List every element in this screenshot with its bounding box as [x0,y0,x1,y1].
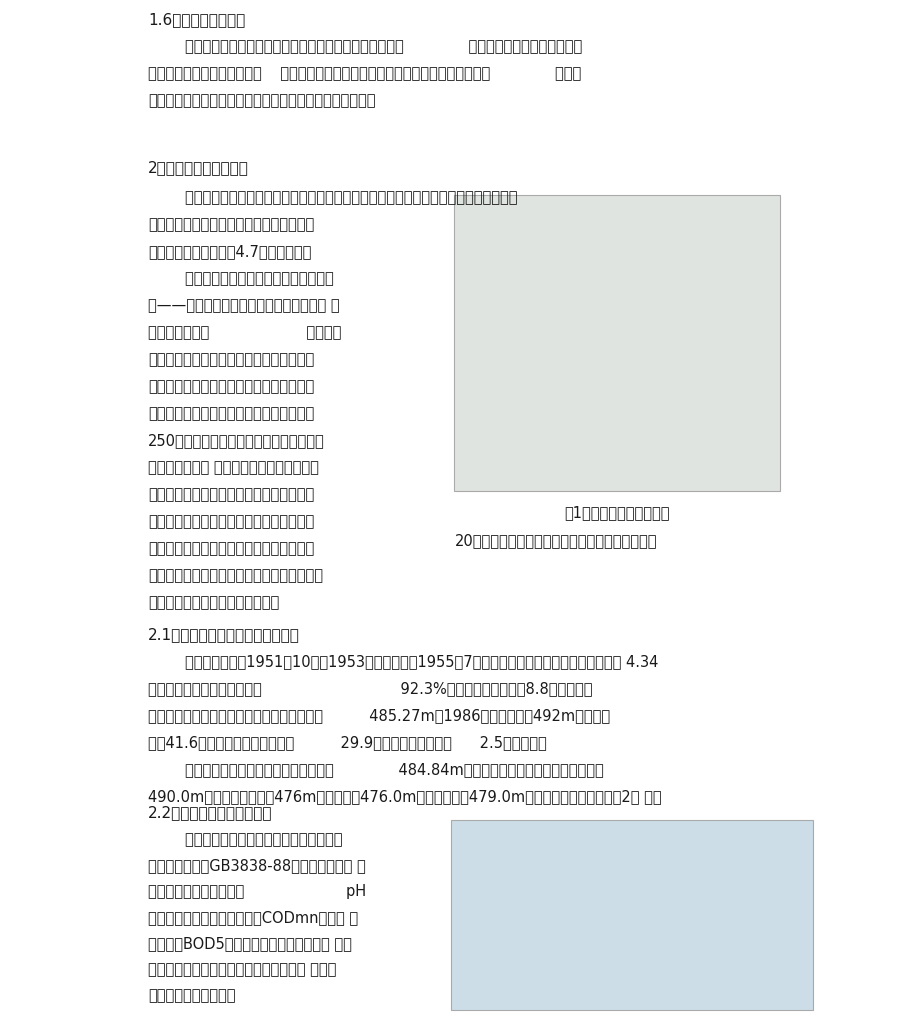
Text: 值、溶解氧、高锰酸盐指数（CODmn）、生 化: 值、溶解氧、高锰酸盐指数（CODmn）、生 化 [148,910,357,925]
Text: 后经一百多公里的流程，在朱官屯与洋河汇: 后经一百多公里的流程，在朱官屯与洋河汇 [148,379,314,394]
Text: 2.2、入库河流水质现状评价: 2.2、入库河流水质现状评价 [148,805,272,820]
Text: 砾石间接触氧化也使用生长在砾石表面上的生物膜过滤。              拦河而建的进水堰将河水引入: 砾石间接触氧化也使用生长在砾石表面上的生物膜过滤。 拦河而建的进水堰将河水引入 [148,39,582,54]
Text: 库容41.6亿立方米，其中防洪库容          29.9亿立方米，兴利库容      2.5亿立方米。: 库容41.6亿立方米，其中防洪库容 29.9亿立方米，兴利库容 2.5亿立方米。 [148,735,546,750]
Text: 系——桑干河、洋河和妫水河。桑干河发源 于: 系——桑干河、洋河和妫水河。桑干河发源 于 [148,298,339,313]
Text: 拦河土坝建于官厅山峡的出口，原坝顶高程为          485.27m，1986年坝顶加高至492m。水库总: 拦河土坝建于官厅山峡的出口，原坝顶高程为 485.27m，1986年坝顶加高至4… [148,708,609,723]
Text: 山西省宁武县，                     流经山西: 山西省宁武县， 流经山西 [148,325,341,340]
Text: 堡入涿鹿盆地，于朱官屯与桑干河汇合。妫: 堡入涿鹿盆地，于朱官屯与桑干河汇合。妫 [148,487,314,502]
Text: 万平方公里，占全流域面积的                              92.3%。多年平均年径流量8.8亿立方米。: 万平方公里，占全流域面积的 92.3%。多年平均年径流量8.8亿立方米。 [148,681,592,696]
Text: 2.1、水库运用特点及水位变化特点: 2.1、水库运用特点及水位变化特点 [148,627,300,642]
Text: 图1、官厅水库流域示意图: 图1、官厅水库流域示意图 [563,505,669,520]
Text: 1.6、砾石间接触氧化: 1.6、砾石间接触氧化 [148,12,245,27]
Text: 的间山盆地，山地、丘陵和河川盆地各占三: 的间山盆地，山地、丘陵和河川盆地各占三 [148,217,314,232]
Text: 要问题；首都北京的重要水源地。: 要问题；首都北京的重要水源地。 [148,595,279,610]
Text: 490.0m。水库设计死水位476m，汛限水位476.0m，正常蓄水位479.0m。水库水位动态变化如图2所 示。: 490.0m。水库设计死水位476m，汛限水位476.0m，正常蓄水位479.0… [148,789,661,804]
Bar [450,820,812,1010]
Text: 官厅水系指永定河上游水库及其入库河: 官厅水系指永定河上游水库及其入库河 [148,271,334,286]
Text: 了与污染特征密切相关的                      pH: 了与污染特征密切相关的 pH [148,884,366,899]
Text: 需氧量（BOD5）、氰化物、氯化物、挥发 酚、: 需氧量（BOD5）、氰化物、氯化物、挥发 酚、 [148,936,351,951]
Text: 分之一，流域面积约为4.7万平方公里。: 分之一，流域面积约为4.7万平方公里。 [148,244,311,259]
Text: 量小；水质污染与水量紧缺是流域水资源的主: 量小；水质污染与水量紧缺是流域水资源的主 [148,569,323,583]
Text: 触氧化的基本原理是生物氧化净化和沉淀去除悬浮物净化。: 触氧化的基本原理是生物氧化净化和沉淀去除悬浮物净化。 [148,93,375,108]
Text: 经具有以下特征：水资源缺乏，水体环境容: 经具有以下特征：水资源缺乏，水体环境容 [148,541,314,556]
Text: 、铅、锌、镉、总磷、: 、铅、锌、镉、总磷、 [148,988,235,1003]
Text: 2、官厅水库水环境特征: 2、官厅水库水环境特征 [148,160,249,175]
Bar [453,195,779,491]
Text: 官厅水库始建于1951年10月，1953年汛期拦洪，1955年7月蓄水运用。水库控制永定河流域面积 4.34: 官厅水库始建于1951年10月，1953年汛期拦洪，1955年7月蓄水运用。水库… [148,654,658,669]
Text: 合后成永定河东行进入官厅水库。洋河全长: 合后成永定河东行进入官厅水库。洋河全长 [148,406,314,421]
Text: 水库按千年一遇洪水设计，相应库水位              484.84m，按可能最大洪水校核，相应库水位: 水库按千年一遇洪水设计，相应库水位 484.84m，按可能最大洪水校核，相应库水… [148,762,603,777]
Text: 水河发源于北京延庆东北山区，河短水急，: 水河发源于北京延庆东北山区，河短水急， [148,514,314,529]
Text: 境质量标准》（GB3838-88）进行评价。选 择: 境质量标准》（GB3838-88）进行评价。选 择 [148,858,366,873]
Text: 采用单因子评价法，依据国家《地面水环: 采用单因子评价法，依据国家《地面水环 [148,832,342,847]
Text: 官厅水库是一座多年调节的防洪、供水、发电的大型水库。官厅流域属于中温带半干旱: 官厅水库是一座多年调节的防洪、供水、发电的大型水库。官厅流域属于中温带半干旱 [148,190,517,205]
Text: 在河流滩地上开挖的水沟中，    而后流到砾石骨料床上，最后通过排水管再排入河道。              砾石接: 在河流滩地上开挖的水沟中， 而后流到砾石骨料床上，最后通过排水管再排入河道。 砾… [148,66,581,81]
Text: 20多公里流程注入官厅水库。概括起来，官厅流域: 20多公里流程注入官厅水库。概括起来，官厅流域 [455,533,657,548]
Text: 家口盆地折向东 南，再经宣化盆地，穿响水: 家口盆地折向东 南，再经宣化盆地，穿响水 [148,460,319,475]
Text: 砷、六价铬、氨氮、硝酸盐氮、亚硝酸盐 氮、铜: 砷、六价铬、氨氮、硝酸盐氮、亚硝酸盐 氮、铜 [148,962,336,977]
Text: 省大同、平朔地区和册田水库，进入河北省: 省大同、平朔地区和册田水库，进入河北省 [148,352,314,367]
Text: 250公里，发源于内蒙古高原的山区，经张: 250公里，发源于内蒙古高原的山区，经张 [148,433,324,448]
